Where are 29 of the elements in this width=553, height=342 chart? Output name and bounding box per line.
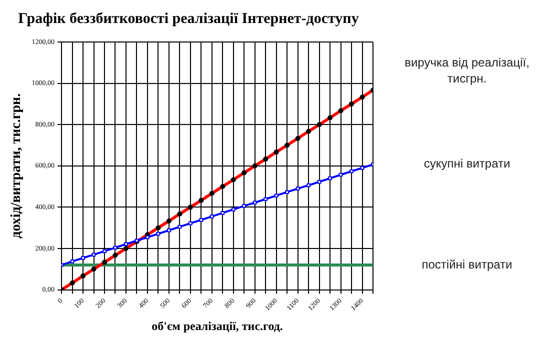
point <box>92 252 96 257</box>
point <box>102 249 106 254</box>
point <box>252 200 257 205</box>
point <box>231 208 236 212</box>
point <box>81 256 85 260</box>
chart-title: Графік беззбитковості реалізації Інтернет-доступу <box>18 10 360 27</box>
point <box>210 214 214 218</box>
point <box>274 194 278 198</box>
text: постійні витрати <box>422 257 512 272</box>
point <box>264 197 268 202</box>
point <box>113 246 118 250</box>
point <box>70 260 74 264</box>
point <box>350 169 354 174</box>
point <box>167 228 171 232</box>
point <box>220 211 225 215</box>
point <box>328 176 332 180</box>
point <box>124 242 128 246</box>
x-axis-title: об'єм реалізації, тис.год. <box>152 318 283 333</box>
point <box>360 166 364 170</box>
point <box>306 183 310 188</box>
point <box>199 218 204 222</box>
point <box>242 204 246 208</box>
text: сукупні витрати <box>424 156 510 171</box>
text: виручка від реалізації, тисгрн. <box>404 55 530 86</box>
point <box>188 221 192 226</box>
point <box>296 186 300 191</box>
point <box>285 190 289 194</box>
y-axis-title: дохід/витрати, тис.грн. <box>9 93 24 238</box>
point <box>146 235 150 240</box>
